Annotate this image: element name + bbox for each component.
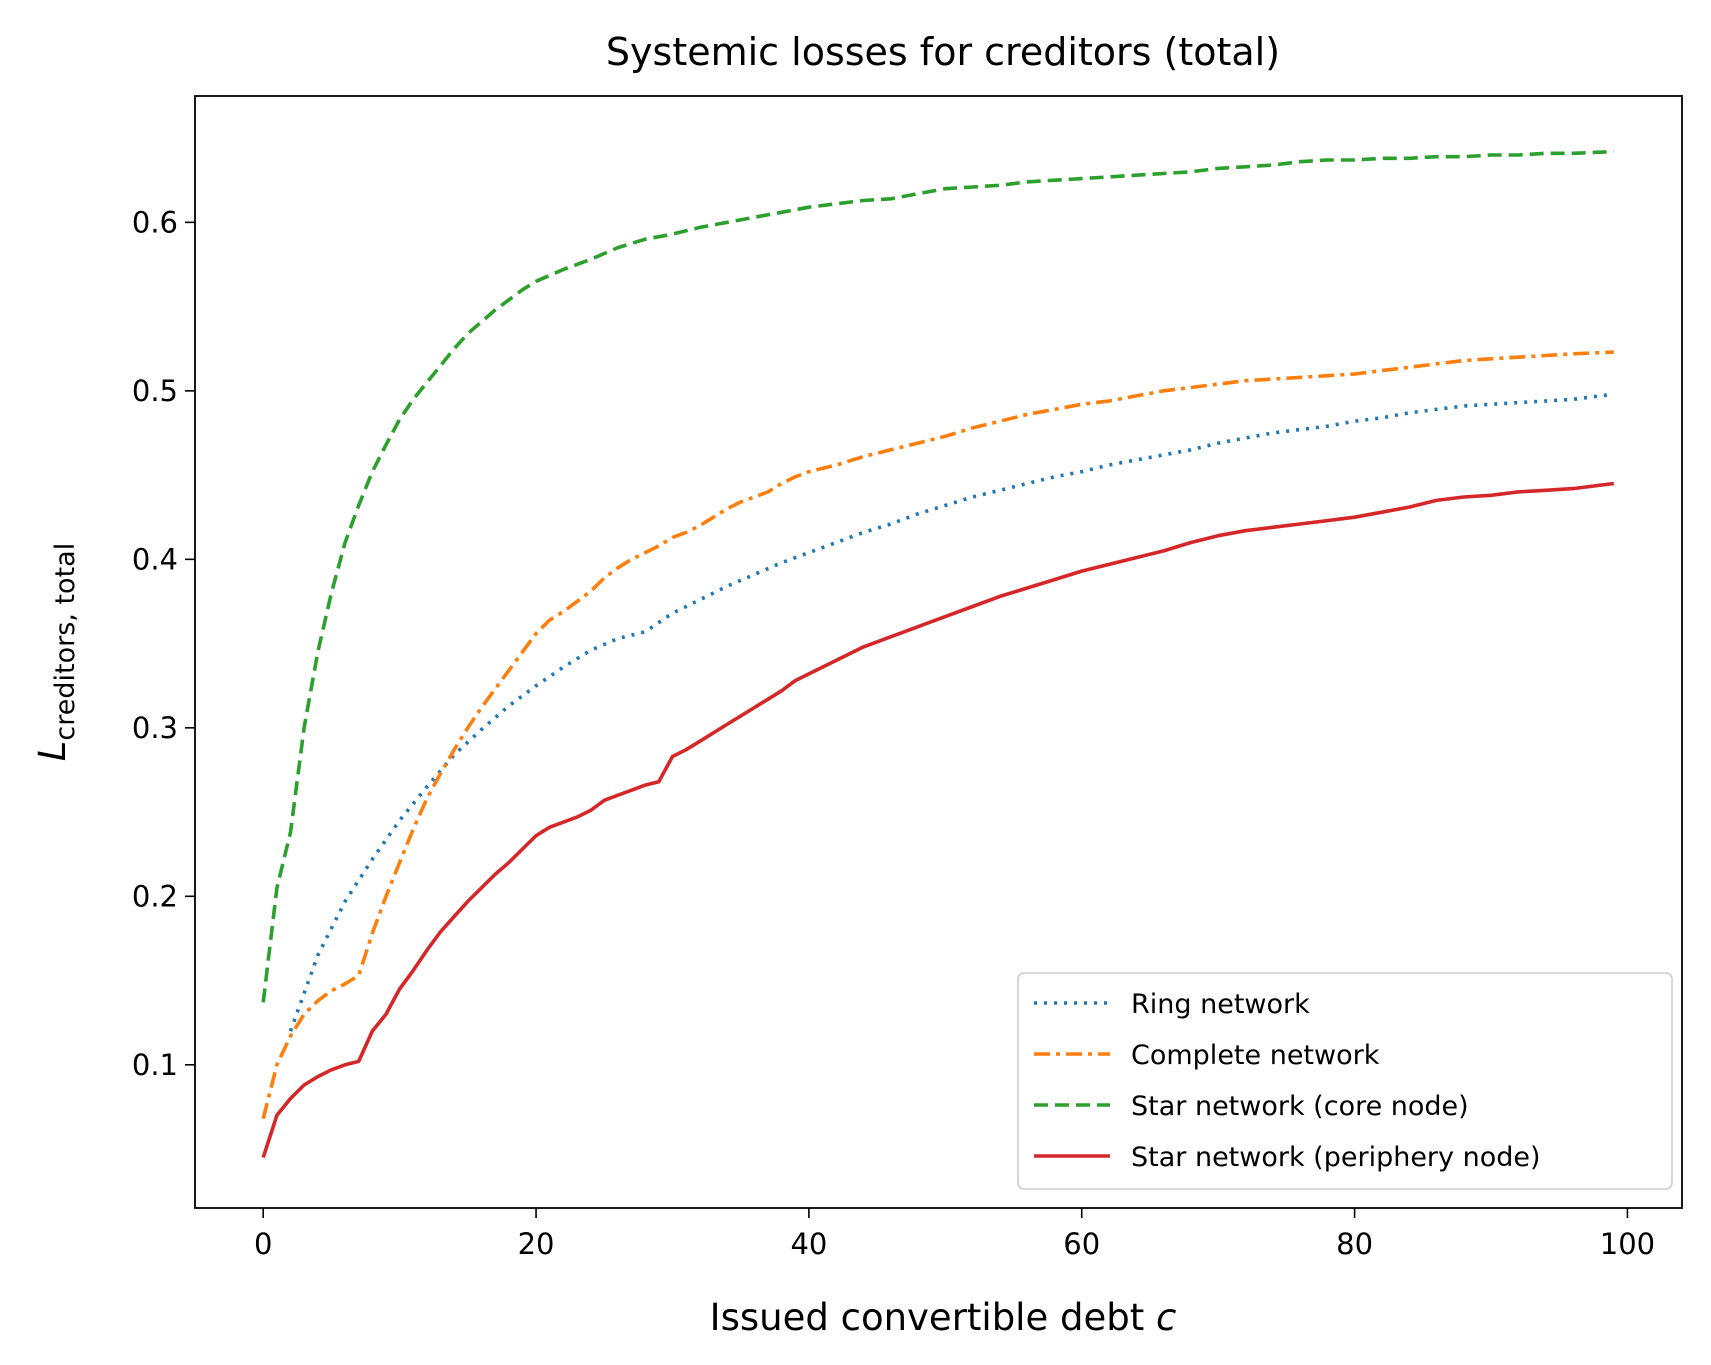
- x-axis-label-main: Issued convertible debt: [710, 1296, 1156, 1339]
- y-axis: 0.1 0.2 0.3 0.4 0.5 0.6: [132, 205, 195, 1082]
- series-layer: [261, 149, 1615, 1159]
- x-axis-label-var: c: [1156, 1296, 1176, 1339]
- x-axis: 0 20 40 60 80 100: [254, 1208, 1655, 1261]
- x-axis-label: Issued convertible debt c: [710, 1296, 1177, 1339]
- x-tick-label: 80: [1336, 1227, 1373, 1261]
- y-tick-label: 0.4: [132, 542, 178, 576]
- series-line-complete-network: [261, 350, 1614, 1120]
- x-tick-label: 0: [254, 1227, 272, 1261]
- legend: Ring network Complete network Star network…: [1017, 972, 1673, 1190]
- legend-label-complete-network: Complete network: [1131, 1040, 1380, 1071]
- y-tick-label: 0.3: [132, 711, 178, 745]
- x-tick-label: 40: [790, 1227, 827, 1261]
- y-tick-label: 0.6: [132, 205, 178, 239]
- series-line-star-network-core-node: [261, 149, 1614, 1003]
- y-axis-label: Lcreditors, total: [31, 543, 81, 761]
- plot-frame: [194, 95, 1683, 1209]
- legend-label-ring-network: Ring network: [1131, 989, 1310, 1020]
- y-axis-label-main: L: [31, 741, 74, 762]
- y-tick-label: 0.1: [132, 1048, 178, 1082]
- series-line-ring-network: [288, 392, 1615, 1032]
- y-tick-label: 0.2: [132, 879, 178, 913]
- x-tick-label: 60: [1063, 1227, 1100, 1261]
- legend-label-star-network-core-node: Star network (core node): [1131, 1091, 1469, 1122]
- y-axis-label-sub: creditors, total: [50, 543, 81, 741]
- chart-title: Systemic losses for creditors (total): [606, 30, 1280, 74]
- x-tick-label: 100: [1600, 1227, 1655, 1261]
- series-line-star-network-periphery-node: [261, 481, 1615, 1159]
- legend-box: [1017, 972, 1673, 1190]
- legend-label-star-network-periphery-node: Star network (periphery node): [1131, 1142, 1541, 1173]
- y-tick-label: 0.5: [132, 374, 178, 408]
- x-tick-label: 20: [518, 1227, 555, 1261]
